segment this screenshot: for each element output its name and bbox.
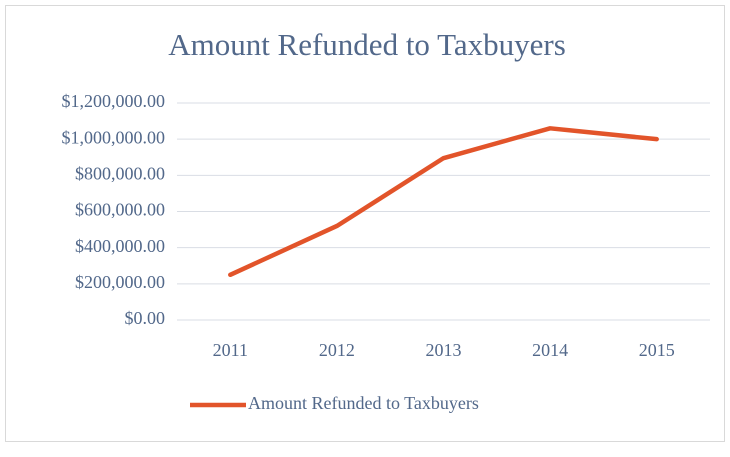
chart-border <box>5 5 725 442</box>
y-tick-label: $1,000,000.00 <box>62 127 166 147</box>
y-tick-label: $200,000.00 <box>75 272 165 292</box>
y-tick-label: $400,000.00 <box>75 236 165 256</box>
y-tick-label: $800,000.00 <box>75 163 165 183</box>
x-tick-label: 2013 <box>426 340 462 360</box>
y-tick-label: $0.00 <box>125 308 166 328</box>
chart-title: Amount Refunded to Taxbuyers <box>168 27 566 62</box>
y-tick-label: $600,000.00 <box>75 200 165 220</box>
data-line <box>228 126 659 278</box>
x-tick-label: 2015 <box>639 340 675 360</box>
x-tick-label: 2012 <box>319 340 355 360</box>
legend-label: Amount Refunded to Taxbuyers <box>248 393 479 413</box>
y-tick-label: $1,200,000.00 <box>62 91 166 111</box>
x-tick-label: 2011 <box>213 340 248 360</box>
x-tick-label: 2014 <box>532 340 568 360</box>
